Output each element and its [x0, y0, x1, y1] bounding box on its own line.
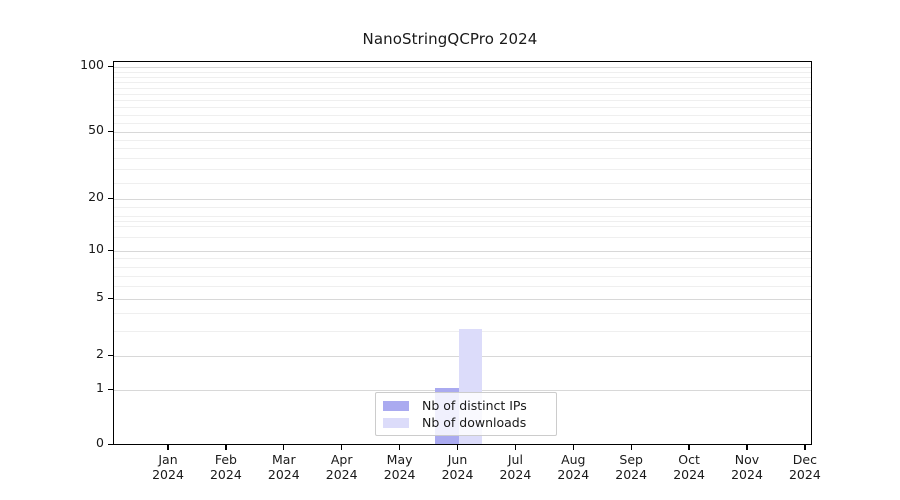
gridline-major	[114, 132, 811, 133]
gridline-minor	[114, 139, 811, 141]
x-axis-tick-label: Oct 2024	[673, 452, 705, 482]
legend-item-distinct-ips: Nb of distinct IPs	[383, 397, 549, 414]
x-axis-tick-mark	[746, 445, 748, 450]
legend-label: Nb of downloads	[422, 415, 527, 430]
x-axis-tick-label: Apr 2024	[325, 452, 358, 482]
x-axis-tick-mark	[283, 445, 285, 450]
gridline-minor	[114, 266, 811, 268]
y-axis-tick-mark	[108, 355, 113, 357]
plot-area	[113, 61, 812, 445]
x-axis-tick-mark	[456, 445, 459, 450]
x-axis-tick-mark	[804, 445, 806, 450]
x-axis-tick-mark	[167, 445, 169, 450]
gridline-minor	[114, 123, 811, 125]
x-axis-tick-mark	[341, 445, 343, 450]
gridline-minor	[114, 182, 811, 184]
x-axis-tick-label: May 2024	[383, 452, 416, 482]
y-axis-tick-label: 20	[88, 189, 104, 204]
y-axis: 0 1 2 5 10 20 50 100	[0, 57, 113, 450]
y-axis-tick-mark	[108, 131, 113, 133]
x-axis-tick-label: Dec 2024	[788, 452, 821, 482]
x-axis-tick-label: Aug 2024	[557, 452, 590, 482]
gridline-minor	[114, 94, 811, 95]
x-axis-tick-mark	[688, 445, 690, 450]
x-axis-tick-label: Nov 2024	[731, 452, 763, 482]
gridline-major	[114, 199, 811, 200]
gridline-minor	[114, 71, 811, 73]
gridline-minor	[114, 148, 811, 150]
y-axis-tick-label: 10	[88, 241, 104, 256]
x-axis-tick-mark	[572, 445, 574, 450]
x-axis-tick-label: Jun 2024	[441, 452, 474, 482]
gridline-minor	[114, 107, 811, 109]
x-axis-tick-mark	[225, 445, 227, 450]
gridline-minor	[114, 76, 811, 78]
legend-swatch-icon	[383, 417, 409, 428]
gridline-major	[114, 299, 811, 300]
legend-label: Nb of distinct IPs	[422, 398, 527, 413]
gridline-minor	[114, 237, 811, 239]
gridline-minor	[114, 258, 811, 260]
gridline-minor	[114, 82, 811, 84]
chart-legend: Nb of distinct IPs Nb of downloads	[375, 392, 557, 436]
y-axis-tick-mark	[108, 444, 113, 446]
gridline-minor	[114, 220, 811, 222]
gridline-major	[114, 251, 811, 252]
gridline-minor	[114, 169, 811, 171]
y-axis-tick-mark	[108, 198, 113, 200]
gridline-minor	[114, 114, 811, 116]
x-axis-tick-mark	[514, 445, 517, 450]
x-axis-tick-label: Jan 2024	[152, 452, 184, 482]
gridline-minor	[114, 275, 811, 277]
x-axis: Jan 2024 Feb 2024 Mar 2024 Apr 2024 May 2024 Jun 20…	[113, 445, 821, 500]
x-axis-tick-label: Sep 2024	[615, 452, 648, 482]
x-axis-tick-mark	[398, 445, 401, 450]
y-axis-tick-label: 50	[88, 122, 104, 137]
y-axis-tick-mark	[108, 389, 113, 391]
x-axis-tick-label: Mar 2024	[267, 452, 300, 482]
gridline-minor	[114, 225, 811, 227]
gridline-minor	[114, 87, 811, 89]
y-axis-tick-mark	[108, 298, 113, 300]
y-axis-tick-label: 5	[96, 289, 104, 304]
y-axis-tick-label: 0	[96, 435, 104, 450]
x-axis-tick-label: Feb 2024	[209, 452, 242, 482]
legend-item-downloads: Nb of downloads	[383, 414, 549, 431]
gridline-major	[114, 67, 811, 68]
x-axis-tick-label: Jul 2024	[499, 452, 532, 482]
gridline-minor	[114, 215, 811, 217]
gridline-minor	[114, 206, 811, 208]
y-axis-tick-label: 2	[96, 346, 104, 361]
legend-swatch-icon	[383, 400, 409, 411]
gridline-minor	[114, 100, 811, 102]
gridline-minor	[114, 312, 811, 314]
y-axis-tick-mark	[108, 66, 113, 68]
gridline-minor	[114, 286, 811, 288]
y-axis-tick-label: 1	[96, 380, 104, 395]
y-axis-tick-mark	[108, 250, 113, 252]
x-axis-tick-mark	[630, 445, 632, 450]
y-axis-tick-label: 100	[80, 57, 104, 72]
chart-title: NanoStringQCPro 2024	[362, 30, 538, 48]
gridline-minor	[114, 158, 811, 160]
